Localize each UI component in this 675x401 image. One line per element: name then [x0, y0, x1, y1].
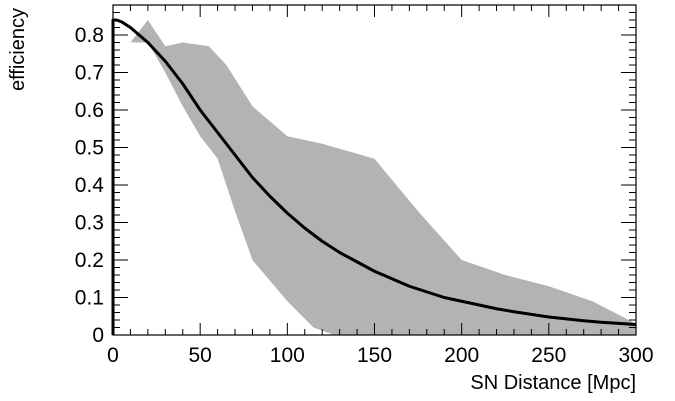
y-tick-label: 0.2: [75, 249, 104, 272]
uncertainty-band-layer: [130, 20, 636, 335]
x-axis-title: SN Distance [Mpc]: [470, 372, 636, 394]
y-tick-label: 0.1: [75, 287, 104, 310]
x-tick-label: 200: [444, 344, 479, 367]
efficiency-curve-layer: [111, 18, 637, 335]
x-tick-label: 250: [531, 344, 566, 367]
efficiency-curve: [111, 18, 637, 335]
x-tick-label: 50: [188, 344, 211, 367]
tick-labels-layer: 0 50 100 150 200 250 300 0 0.1 0.2 0.3 0.4 0.5 0.6 0.7…: [75, 24, 654, 367]
y-tick-label: 0.3: [75, 212, 104, 235]
x-tick-label: 150: [357, 344, 392, 367]
x-tick-label: 100: [270, 344, 305, 367]
plot-frame: [112, 4, 637, 336]
uncertainty-band: [130, 20, 636, 335]
y-tick-label: 0.6: [75, 99, 104, 122]
x-tick-label: 0: [107, 344, 119, 367]
y-tick-label: 0.7: [75, 62, 104, 85]
x-tick-label: 300: [618, 344, 653, 367]
y-tick-label: 0: [92, 324, 104, 347]
y-tick-label: 0.8: [75, 24, 104, 47]
axis-ticks-layer: [112, 5, 637, 336]
y-tick-label: 0.4: [75, 174, 105, 197]
y-tick-label: 0.5: [75, 137, 104, 160]
y-axis-title: efficiency: [7, 8, 29, 91]
